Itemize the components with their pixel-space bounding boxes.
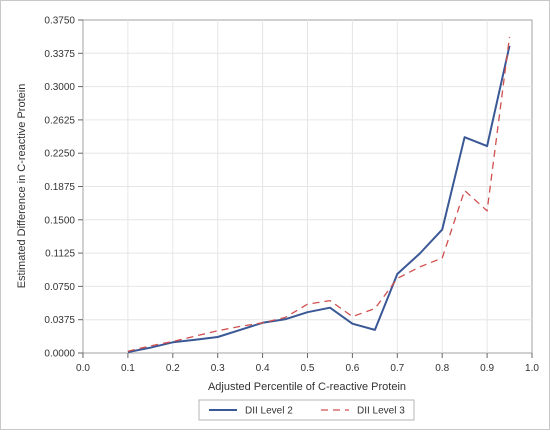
gridlines <box>83 20 532 353</box>
x-tick-label: 0.5 <box>301 363 315 374</box>
x-tick-label: 0.4 <box>256 363 270 374</box>
x-tick-label: 0.9 <box>480 363 494 374</box>
x-tick-label: 0.2 <box>166 363 180 374</box>
legend-label-dii-level-2: DII Level 2 <box>245 406 293 417</box>
x-axis: 0.0 0.1 0.2 0.3 0.4 0.5 0.6 0.7 0.8 0.9 1.0 <box>76 353 539 374</box>
y-axis: 0.0000 0.0375 0.0750 0.1125 0.1500 0.1875 0.22… <box>44 16 83 360</box>
x-tick-label: 1.0 <box>525 363 539 374</box>
x-tick-label: 0.3 <box>211 363 225 374</box>
legend-label-dii-level-3: DII Level 3 <box>357 406 405 417</box>
y-tick-label: 0.0000 <box>44 349 75 360</box>
y-tick-label: 0.1500 <box>44 215 75 226</box>
y-tick-label: 0.3750 <box>44 16 75 27</box>
legend-box <box>198 399 415 421</box>
y-tick-label: 0.1125 <box>45 249 75 260</box>
series-line-dii-level-2 <box>127 45 511 354</box>
x-tick-label: 0.0 <box>76 363 90 374</box>
y-tick-label: 0.0750 <box>44 282 75 293</box>
x-tick-label: 0.8 <box>435 363 449 374</box>
y-tick-label: 0.3375 <box>44 49 75 60</box>
x-tick-label: 0.6 <box>345 363 359 374</box>
x-tick-label: 0.7 <box>390 363 404 374</box>
legend: DII Level 2 DII Level 3 <box>209 406 405 417</box>
x-axis-label: Adjusted Percentile of C-reactive Protei… <box>208 381 406 393</box>
y-tick-label: 0.2250 <box>44 149 75 160</box>
series-line-dii-level-3 <box>127 36 511 352</box>
x-tick-label: 0.1 <box>121 363 135 374</box>
series-group <box>127 36 511 354</box>
y-tick-label: 0.0375 <box>44 315 75 326</box>
y-tick-label: 0.2625 <box>44 115 75 126</box>
y-tick-label: 0.3000 <box>44 82 75 93</box>
y-axis-label: Estimated Difference in C-reactive Prote… <box>16 84 28 289</box>
y-tick-label: 0.1875 <box>44 182 75 193</box>
